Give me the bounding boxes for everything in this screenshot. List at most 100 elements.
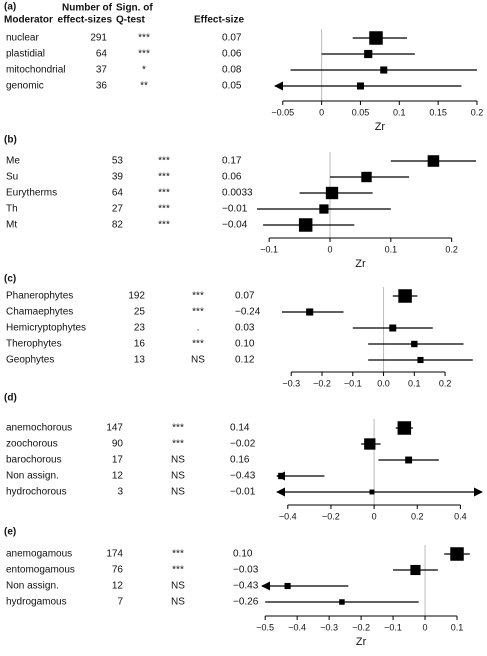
effect-size-label: −0.02: [230, 439, 256, 450]
moderator-label: Eurytherms: [6, 188, 57, 199]
q-test: ***: [158, 172, 170, 183]
point-estimate: [284, 582, 291, 590]
effect-size-label: 0.10: [233, 549, 253, 560]
q-test: ***: [138, 49, 150, 60]
x-tick-label: 0.1: [393, 107, 406, 117]
point-estimate: [389, 324, 397, 332]
effect-size-label: −0.01: [222, 204, 248, 215]
q-test: ***: [172, 439, 184, 450]
moderator-label: genomic: [6, 81, 44, 92]
column-header: Effect-size: [194, 15, 244, 26]
x-tick-label: 0.2: [439, 378, 452, 388]
effect-count: 12: [112, 471, 124, 482]
effect-size-label: 0.03: [235, 323, 255, 334]
point-estimate: [339, 599, 345, 605]
effect-size-label: 0.07: [235, 291, 255, 302]
point-estimate: [364, 438, 376, 450]
x-tick-label: −0.05: [271, 107, 294, 117]
effect-size-label: 0.14: [230, 423, 250, 434]
moderator-label: entomogamous: [6, 565, 75, 576]
point-estimate: [298, 218, 313, 232]
q-test: *: [142, 65, 146, 76]
column-header: effect-sizes: [58, 15, 113, 26]
moderator-label: Hemicryptophytes: [6, 323, 86, 334]
moderator-label: Th: [6, 204, 18, 215]
x-tick-label: −0.1: [344, 378, 362, 388]
effect-count: 291: [90, 33, 107, 44]
effect-size-label: −0.01: [230, 487, 256, 498]
x-axis-label: Zr: [356, 636, 367, 648]
x-tick-label: 0.2: [411, 511, 424, 521]
column-header: Q-test: [116, 15, 146, 26]
effect-size-label: 0.06: [222, 49, 242, 60]
effect-count: 90: [112, 439, 124, 450]
point-estimate: [278, 472, 285, 480]
effect-size-label: 0.05: [222, 81, 242, 92]
panel-label: (a): [4, 2, 16, 13]
effect-size-label: −0.04: [222, 220, 248, 231]
effect-count: 82: [112, 220, 124, 231]
q-test: ***: [158, 188, 170, 199]
moderator-label: Non assign.: [6, 471, 59, 482]
x-tick-label: 0.0: [377, 378, 390, 388]
effect-size-label: 0.17: [222, 156, 242, 167]
effect-count: 64: [96, 49, 108, 60]
point-estimate: [405, 456, 413, 464]
moderator-label: anemogamous: [6, 549, 72, 560]
x-tick-label: −0.3: [282, 378, 300, 388]
x-tick-label: −0.2: [352, 622, 370, 632]
x-tick-label: 0.4: [454, 511, 467, 521]
q-test: NS: [171, 581, 185, 592]
panel-label: (b): [4, 135, 17, 146]
moderator-label: Su: [6, 172, 18, 183]
effect-count: 192: [128, 291, 145, 302]
moderator-label: Mt: [6, 220, 17, 231]
x-tick-label: 0: [319, 107, 324, 117]
x-tick-label: −0.1: [260, 244, 278, 254]
effect-count: 12: [112, 581, 124, 592]
effect-count: 76: [112, 565, 124, 576]
effect-count: 36: [96, 81, 108, 92]
q-test: ***: [138, 33, 150, 44]
q-test: NS: [171, 487, 185, 498]
x-tick-label: −0.5: [256, 622, 274, 632]
x-tick-label: 0.1: [451, 622, 464, 632]
moderator-label: Chamaephytes: [6, 307, 73, 318]
q-test: ***: [158, 156, 170, 167]
moderator-label: Therophytes: [6, 339, 62, 350]
point-estimate: [397, 421, 412, 435]
x-tick-label: −0.2: [322, 511, 340, 521]
effect-count: 3: [117, 487, 123, 498]
effect-count: 39: [112, 172, 124, 183]
panel-label: (c): [4, 274, 16, 285]
point-estimate: [356, 82, 364, 90]
x-tick-label: −0.4: [279, 511, 297, 521]
point-estimate: [417, 356, 424, 364]
x-tick-label: 0: [372, 511, 377, 521]
effect-count: 7: [117, 597, 123, 608]
q-test: NS: [171, 471, 185, 482]
column-header: Moderator: [4, 15, 53, 26]
x-tick-label: 0: [327, 244, 332, 254]
effect-size-label: 0.16: [230, 455, 250, 466]
q-test: ***: [172, 565, 184, 576]
q-test: **: [140, 81, 148, 92]
x-tick-label: −0.2: [313, 378, 331, 388]
point-estimate: [369, 31, 383, 45]
q-test: NS: [171, 455, 185, 466]
x-tick-label: 0: [423, 622, 428, 632]
q-test: ***: [172, 423, 184, 434]
point-estimate: [325, 186, 339, 200]
x-tick-label: 0.1: [408, 378, 421, 388]
x-tick-label: 0.2: [471, 107, 484, 117]
moderator-label: Geophytes: [6, 355, 54, 366]
x-tick-label: 0.1: [385, 244, 398, 254]
effect-size-label: −0.43: [233, 581, 259, 592]
moderator-label: hydrochorous: [6, 487, 67, 498]
point-estimate: [369, 489, 375, 495]
effect-size-label: −0.43: [230, 471, 256, 482]
q-test: ***: [172, 549, 184, 560]
x-tick-label: 0.2: [445, 244, 458, 254]
effect-count: 13: [134, 355, 146, 366]
